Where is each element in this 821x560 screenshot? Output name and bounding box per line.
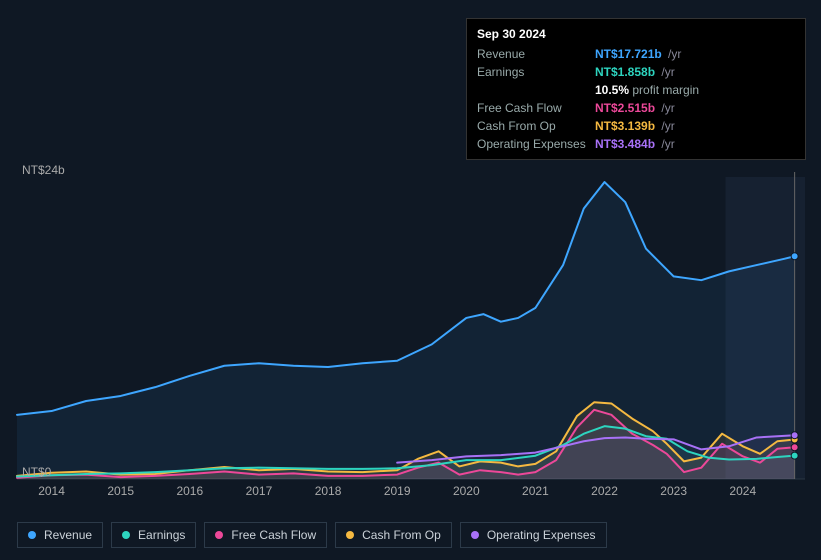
x-tick-label: 2014	[38, 484, 65, 498]
legend-label: Earnings	[138, 528, 185, 542]
x-tick-label: 2021	[522, 484, 549, 498]
legend: Revenue Earnings Free Cash Flow Cash From O…	[17, 522, 607, 548]
legend-item-cash-from-op[interactable]: Cash From Op	[335, 522, 452, 548]
y-tick-label: NT$0	[22, 465, 51, 479]
legend-swatch	[471, 531, 479, 539]
legend-label: Operating Expenses	[487, 528, 596, 542]
x-tick-label: 2015	[107, 484, 134, 498]
x-tick-label: 2024	[729, 484, 756, 498]
legend-swatch	[122, 531, 130, 539]
legend-item-operating-expenses[interactable]: Operating Expenses	[460, 522, 607, 548]
y-tick-label: NT$24b	[22, 163, 65, 177]
legend-swatch	[215, 531, 223, 539]
x-tick-label: 2019	[384, 484, 411, 498]
legend-item-earnings[interactable]: Earnings	[111, 522, 196, 548]
x-tick-label: 2018	[315, 484, 342, 498]
legend-item-revenue[interactable]: Revenue	[17, 522, 103, 548]
legend-swatch	[346, 531, 354, 539]
legend-swatch	[28, 531, 36, 539]
x-tick-label: 2022	[591, 484, 618, 498]
legend-label: Cash From Op	[362, 528, 441, 542]
x-tick-label: 2016	[176, 484, 203, 498]
financials-chart[interactable]	[0, 0, 821, 560]
x-tick-label: 2020	[453, 484, 480, 498]
x-tick-label: 2023	[660, 484, 687, 498]
x-axis: 2014 2015 2016 2017 2018 2019 2020 2021 2022 2023…	[17, 484, 805, 504]
x-tick-label: 2017	[246, 484, 273, 498]
legend-label: Revenue	[44, 528, 92, 542]
legend-label: Free Cash Flow	[231, 528, 316, 542]
legend-item-free-cash-flow[interactable]: Free Cash Flow	[204, 522, 327, 548]
